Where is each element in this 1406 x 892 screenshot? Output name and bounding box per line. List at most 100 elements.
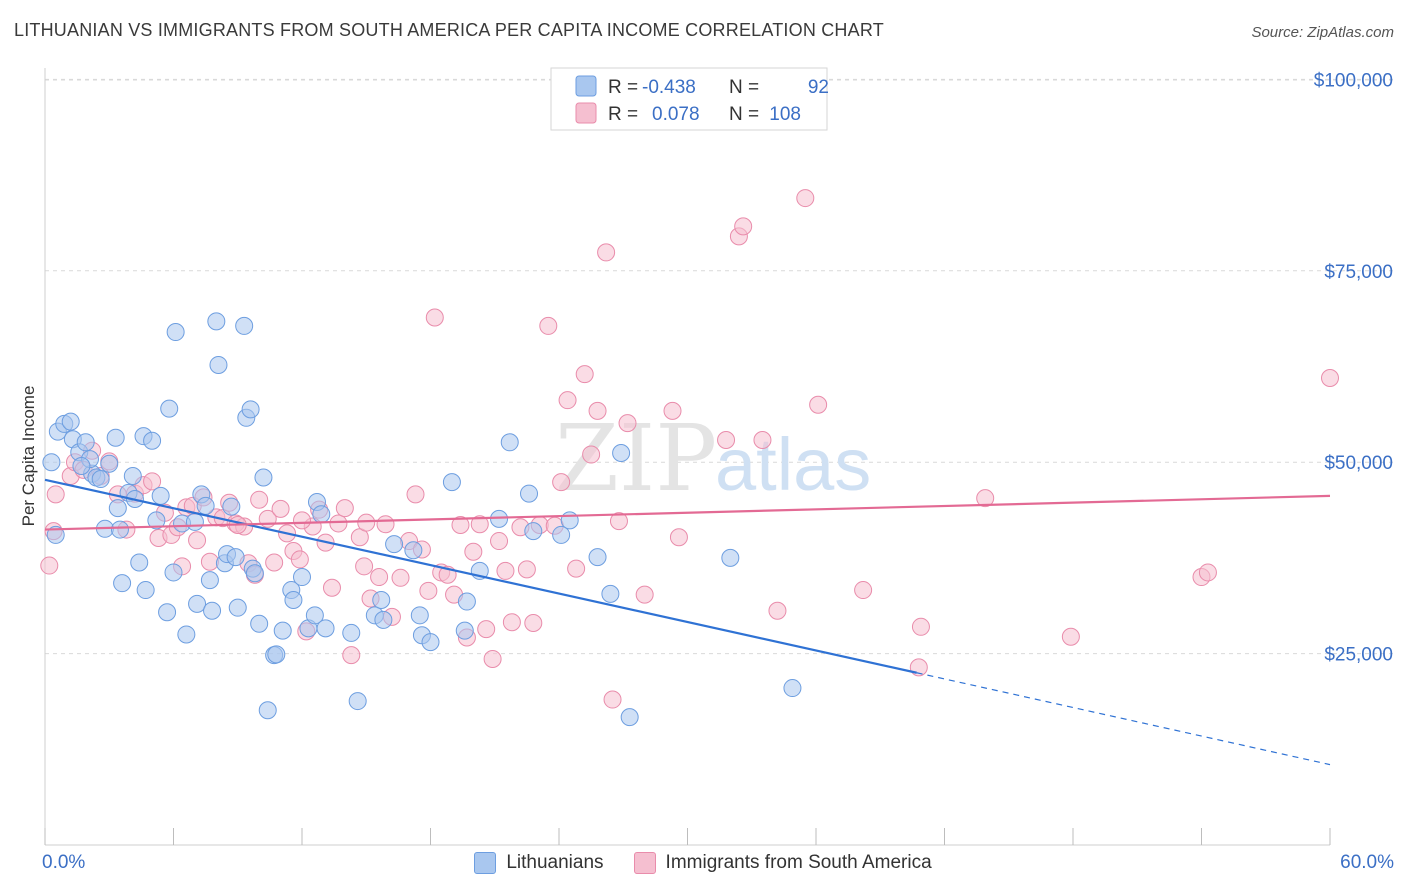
data-point	[635, 585, 654, 604]
data-point	[42, 453, 61, 472]
data-point	[620, 708, 639, 727]
legend-r-value-2: 0.078	[652, 104, 700, 125]
data-point	[517, 560, 536, 579]
y-tick-labels: $25,000 $50,000 $75,000 $100,000	[1314, 70, 1393, 665]
data-point	[391, 568, 410, 587]
data-point	[245, 564, 264, 583]
data-point	[567, 559, 586, 578]
data-point	[582, 445, 601, 464]
legend-item-immigrants: Immigrants from South America	[633, 852, 932, 874]
data-point	[385, 535, 404, 554]
data-point	[106, 428, 125, 447]
data-point	[609, 512, 628, 531]
data-point	[335, 499, 354, 518]
data-point	[404, 541, 423, 560]
data-point	[355, 557, 374, 576]
data-point	[425, 308, 444, 327]
legend-n-value-1: 92	[808, 77, 829, 98]
chart-title: LITHUANIAN VS IMMIGRANTS FROM SOUTH AMER…	[14, 20, 884, 40]
legend-label-immigrants: Immigrants from South America	[665, 852, 932, 873]
data-point	[1198, 563, 1217, 582]
legend-item-lithuanians: Lithuanians	[474, 852, 604, 874]
data-point	[374, 610, 393, 629]
watermark-atlas: atlas	[715, 423, 871, 506]
data-point	[669, 528, 688, 547]
data-point	[455, 621, 474, 640]
legend-swatch-lithuanians	[474, 852, 497, 874]
data-point	[342, 623, 361, 642]
legend-r-value-1: -0.438	[642, 77, 696, 98]
data-point	[160, 399, 179, 418]
data-point	[490, 532, 509, 551]
data-point	[258, 701, 277, 720]
y-tick-label: $100,000	[1314, 70, 1393, 91]
trend-line-lithuanians-extension	[916, 672, 1331, 766]
trend-lines	[44, 478, 1331, 766]
data-point	[200, 571, 219, 590]
data-point	[603, 690, 622, 709]
data-point	[151, 486, 170, 505]
data-point	[250, 490, 269, 509]
data-point	[200, 552, 219, 571]
data-point	[552, 525, 571, 544]
data-point	[560, 511, 579, 530]
legend-n-label-2: N =	[729, 104, 759, 125]
data-point	[322, 578, 341, 597]
data-point	[470, 515, 489, 534]
data-point	[496, 561, 515, 580]
data-point	[783, 679, 802, 698]
data-point	[502, 613, 521, 632]
series-blue-points	[42, 312, 802, 727]
watermark: ZIP atlas	[555, 405, 871, 512]
data-point	[316, 619, 335, 638]
data-point	[143, 472, 162, 491]
data-point	[136, 581, 155, 600]
data-point	[235, 316, 254, 335]
data-point	[348, 692, 367, 711]
data-point	[1321, 368, 1339, 387]
data-point	[267, 645, 286, 664]
data-point	[72, 457, 91, 476]
data-point	[588, 401, 607, 420]
source-label: Source: ZipAtlas.com	[1251, 24, 1394, 41]
data-point	[558, 391, 577, 410]
data-point	[226, 548, 245, 567]
data-point	[753, 430, 772, 449]
legend-r-label-1: R =	[608, 77, 638, 98]
data-point	[809, 395, 828, 414]
y-tick-label: $50,000	[1324, 453, 1393, 474]
data-point	[796, 189, 815, 208]
data-point	[76, 433, 95, 452]
data-point	[520, 484, 539, 503]
data-point	[618, 414, 637, 433]
data-point	[91, 470, 110, 489]
x-tick-max: 60.0%	[1340, 852, 1394, 873]
data-point	[601, 584, 620, 603]
y-tick-label: $75,000	[1324, 262, 1393, 283]
data-point	[293, 568, 311, 587]
data-point	[305, 606, 324, 625]
data-point	[228, 598, 247, 617]
data-point	[203, 601, 222, 620]
data-point	[370, 568, 389, 587]
legend-n-label-1: N =	[729, 77, 759, 98]
data-point	[284, 591, 303, 610]
data-point	[40, 556, 59, 575]
data-point	[612, 444, 631, 463]
legend-label-lithuanians: Lithuanians	[506, 852, 604, 873]
data-point	[265, 553, 284, 572]
data-point	[290, 550, 309, 569]
data-point	[222, 497, 241, 516]
data-point	[254, 468, 273, 487]
data-point	[273, 621, 292, 640]
data-point	[477, 620, 496, 639]
data-point	[575, 365, 594, 384]
data-point	[123, 466, 142, 485]
data-point	[188, 531, 207, 550]
data-point	[271, 499, 290, 518]
series-legend: Lithuanians Immigrants from South Americ…	[0, 852, 1406, 874]
x-tick-min: 0.0%	[42, 852, 86, 873]
data-point	[483, 649, 502, 668]
data-point	[100, 454, 119, 473]
data-point	[539, 316, 558, 335]
